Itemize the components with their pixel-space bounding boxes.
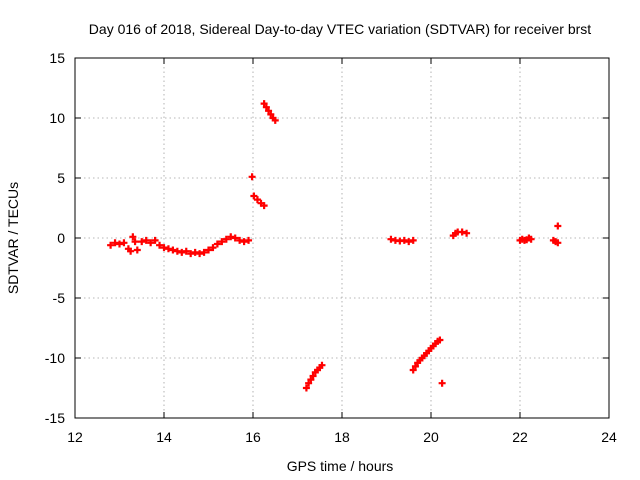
- x-tick-label: 14: [156, 429, 172, 445]
- data-point: [187, 250, 195, 258]
- data-point: [387, 235, 395, 243]
- x-axis-label: GPS time / hours: [287, 458, 394, 474]
- series-arc-22-8: [549, 222, 562, 247]
- data-point: [131, 238, 139, 246]
- series-main-arc: [107, 233, 253, 258]
- data-point: [227, 233, 235, 241]
- data-point: [138, 238, 146, 246]
- data-point: [250, 192, 258, 200]
- data-point: [458, 228, 466, 236]
- data-point: [438, 379, 446, 387]
- chart-title: Day 016 of 2018, Sidereal Day-to-day VTE…: [89, 21, 591, 37]
- data-point: [409, 366, 417, 374]
- data-point: [305, 379, 313, 387]
- data-point: [302, 384, 310, 392]
- data-point: [200, 248, 208, 256]
- x-tick-label: 18: [334, 429, 350, 445]
- series-arc-20-low: [409, 336, 444, 374]
- data-point: [309, 372, 317, 380]
- data-point: [307, 376, 315, 384]
- y-tick-label: -15: [45, 410, 65, 426]
- y-tick-label: -10: [45, 350, 65, 366]
- series-isolated-20: [438, 379, 446, 387]
- data-point: [142, 236, 150, 244]
- data-point: [120, 239, 128, 247]
- data-point: [116, 240, 123, 248]
- x-tick-label: 20: [423, 429, 439, 445]
- series-arc-19: [387, 235, 417, 246]
- data-point: [182, 247, 190, 255]
- data-point: [271, 116, 279, 124]
- data-point: [111, 239, 119, 247]
- data-point: [253, 196, 261, 204]
- x-tick-label: 16: [245, 429, 261, 445]
- data-point: [191, 248, 199, 256]
- series-arc-16-mid: [248, 173, 268, 210]
- data-point: [222, 235, 230, 243]
- data-point: [245, 236, 253, 244]
- data-point: [129, 233, 137, 241]
- y-tick-label: 10: [49, 110, 65, 126]
- data-point: [151, 236, 159, 244]
- data-point: [213, 240, 221, 248]
- data-point: [554, 239, 562, 247]
- data-point: [405, 238, 413, 246]
- y-axis-label: SDTVAR / TECUs: [5, 182, 21, 294]
- data-point: [411, 362, 419, 370]
- data-point: [400, 236, 408, 244]
- data-point: [318, 361, 326, 369]
- y-tick-label: 0: [57, 230, 65, 246]
- data-point: [527, 235, 535, 243]
- x-tick-label: 12: [67, 429, 83, 445]
- data-point: [209, 244, 217, 252]
- data-point: [262, 103, 270, 111]
- y-tick-label: -5: [53, 290, 66, 306]
- data-marks: [107, 100, 562, 392]
- data-point: [231, 234, 239, 242]
- axis-layer: 12 14 16 18 20 22 24 -15 -10 -5 0 5 10 15: [45, 50, 617, 445]
- data-point: [147, 239, 155, 247]
- data-point: [554, 222, 562, 230]
- data-point: [265, 107, 273, 115]
- x-tick-label: 22: [512, 429, 528, 445]
- data-point: [107, 241, 115, 249]
- series-arc-17: [302, 361, 326, 392]
- series-arc-22: [516, 234, 535, 244]
- data-point: [260, 100, 268, 108]
- x-tick-label: 24: [601, 429, 617, 445]
- data-point: [178, 248, 186, 256]
- y-tick-label: 15: [49, 50, 65, 66]
- series-arc-20-mid: [449, 228, 471, 240]
- data-point: [463, 229, 471, 237]
- data-point: [436, 336, 444, 344]
- data-point: [236, 236, 244, 244]
- data-point: [260, 202, 268, 210]
- data-point: [218, 238, 226, 246]
- y-tick-label: 5: [57, 170, 65, 186]
- data-point: [160, 244, 168, 252]
- data-point: [248, 173, 256, 181]
- series-arc-16-high: [260, 100, 279, 124]
- data-point: [196, 250, 204, 258]
- data-point: [173, 247, 181, 255]
- data-point: [133, 246, 141, 254]
- data-point: [240, 238, 248, 246]
- data-point: [205, 246, 212, 254]
- data-point: [169, 246, 177, 254]
- data-point: [127, 247, 135, 255]
- data-point: [409, 236, 417, 244]
- data-point: [164, 245, 172, 253]
- data-point: [267, 110, 275, 118]
- data-point: [156, 241, 164, 249]
